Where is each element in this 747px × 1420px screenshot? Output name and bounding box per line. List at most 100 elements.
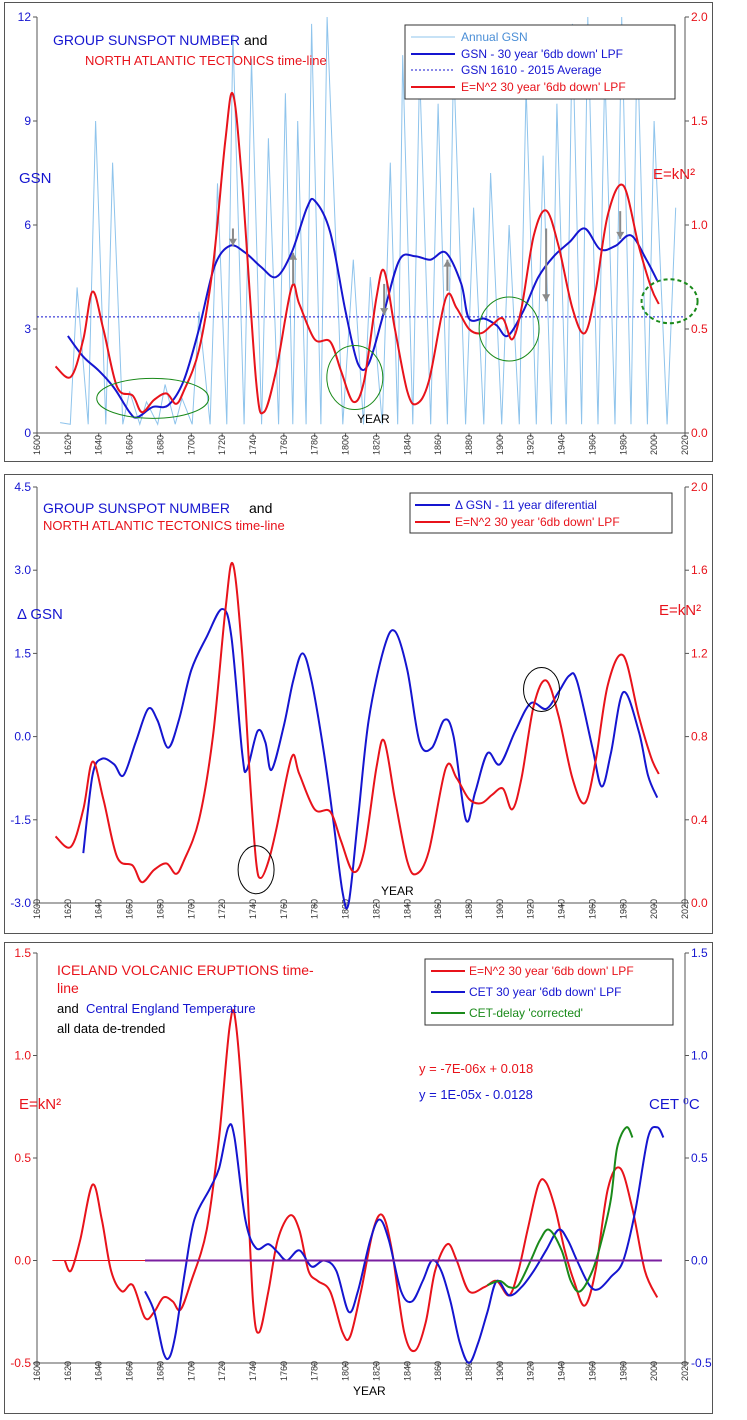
chart3-title-line2: Central England Temperature (86, 1001, 256, 1016)
chart2-title-line1: GROUP SUNSPOT NUMBER (43, 500, 230, 516)
chart3-x-tick-label: 1720 (217, 1361, 227, 1381)
chart1-x-tick-label: 1660 (125, 435, 135, 455)
chart3-x-tick-label: 1840 (402, 1361, 412, 1381)
chart2-x-tick-label: 1740 (248, 899, 258, 919)
chart3-y-tick-label-right: 0.5 (691, 1151, 708, 1165)
chart2-x-tick-label: 1840 (402, 899, 412, 919)
chart1-x-tick-label: 2020 (680, 435, 690, 455)
chart1-highlight-ellipse (326, 345, 384, 411)
chart3-ylabel-left: E=kN² (19, 1096, 61, 1113)
chart2-x-tick-label: 1600 (32, 899, 42, 919)
chart3-y-tick-label-left: 0.0 (14, 1254, 31, 1268)
chart1-arrow-head (542, 294, 551, 302)
chart2-title-and: and (249, 500, 272, 516)
chart1-x-tick-label: 1700 (186, 435, 196, 455)
chart1-highlight-ellipse (478, 296, 540, 362)
chart3-title-line1: ICELAND VOLCANIC ERUPTIONS time- (57, 962, 314, 978)
chart2-x-tick-label: 1940 (557, 899, 567, 919)
chart2-y-tick-label-right: 1.2 (691, 646, 708, 660)
chart2-x-tick-label: 1880 (464, 899, 474, 919)
chart2-x-tick-label: 1980 (618, 899, 628, 919)
chart1-y-tick-label-left: 6 (24, 218, 31, 232)
chart3-x-tick-label: 1640 (94, 1361, 104, 1381)
chart1-x-tick-label: 1960 (587, 435, 597, 455)
chart1-x-tick-label: 1820 (371, 435, 381, 455)
chart2-y-tick-label-right: 0.0 (691, 896, 708, 910)
chart1-y-tick-label-right: 1.0 (691, 218, 708, 232)
chart1-x-tick-label: 1900 (495, 435, 505, 455)
chart1-legend-gsn-lpf: GSN - 30 year '6db down' LPF (461, 47, 623, 61)
chart2-y-tick-label-left: 4.5 (14, 480, 31, 494)
chart2-x-tick-label: 1860 (433, 899, 443, 919)
chart1-x-tick-label: 1920 (526, 435, 536, 455)
chart2-x-tick-label: 1960 (587, 899, 597, 919)
chart2-legend: Δ GSN - 11 year diferential E=N^2 30 yea… (409, 492, 673, 534)
chart-panel-gsn-tectonics: 1600 1620 1640 1660 1680 1700 1720 1740 1760 1780… (4, 2, 713, 462)
chart2-dgsn-line (82, 607, 659, 910)
chart3-y-tick-label-right: -0.5 (691, 1356, 712, 1370)
chart1-ylabel-left: GSN (19, 170, 52, 187)
chart3-cet-line (144, 1123, 665, 1365)
chart3-x-tick-label: 1780 (310, 1361, 320, 1381)
chart3-legend-cet-delay: CET-delay 'corrected' (469, 1006, 583, 1020)
chart3-y-tick-label-right: 1.0 (691, 1049, 708, 1063)
chart1-y-tick-label-right: 0.0 (691, 426, 708, 440)
chart3-x-tick-label: 1680 (155, 1361, 165, 1381)
chart2-x-tick-label: 1760 (279, 899, 289, 919)
chart1-y-tick-label-left: 3 (24, 322, 31, 336)
chart3-y-tick-label-right: 1.5 (691, 946, 708, 960)
chart1-arrow-head (380, 308, 389, 316)
chart1-highlight-ellipse (640, 278, 699, 325)
chart3-xlabel: YEAR (353, 1384, 386, 1398)
chart3-x-tick-label: 1600 (32, 1361, 42, 1381)
chart1-y-tick-label-right: 0.5 (691, 322, 708, 336)
chart1-e-line (54, 91, 660, 415)
chart2-x-tick-label: 1660 (125, 899, 135, 919)
chart2-y-tick-label-left: 0.0 (14, 730, 31, 744)
chart1-x-tick-label: 1940 (557, 435, 567, 455)
chart1-x-tick-label: 1880 (464, 435, 474, 455)
chart-panel-dgsn-tectonics: 1600 1620 1640 1660 1680 1700 1720 1740 1760 1780… (4, 474, 713, 934)
chart3-cet-delay-line (487, 1126, 634, 1293)
chart2-ylabel-right: E=kN² (659, 602, 701, 619)
chart2-y-tick-label-left: 1.5 (14, 646, 31, 660)
chart2-x-tick-label: 1620 (63, 899, 73, 919)
chart3-equation-1: y = -7E-06x + 0.018 (419, 1061, 533, 1076)
chart-gsn-tectonics: 1600 1620 1640 1660 1680 1700 1720 1740 1760 1780… (18, 10, 708, 455)
chart3-x-tick-label: 1620 (63, 1361, 73, 1381)
chart1-arrow-head (616, 231, 625, 239)
chart3-x-tick-label: 1980 (618, 1361, 628, 1381)
chart1-x-tick-label: 1600 (32, 435, 42, 455)
chart3-x-tick-label: 1660 (125, 1361, 135, 1381)
chart1-title-and: and (244, 32, 267, 48)
chart1-y-tick-label-left: 9 (24, 114, 31, 128)
chart1-legend-average: GSN 1610 - 2015 Average (461, 63, 602, 77)
chart3-x-tick-label: 1760 (279, 1361, 289, 1381)
chart3-e-line (63, 1009, 659, 1353)
chart2-x-tick-label: 1640 (94, 899, 104, 919)
chart2-y-tick-label-left: 3.0 (14, 563, 31, 577)
chart3-x-tick-label: 1920 (526, 1361, 536, 1381)
chart3-y-tick-label-left: -0.5 (10, 1356, 31, 1370)
chart1-x-tick-label: 1680 (155, 435, 165, 455)
chart3-x-tick-label: 1900 (495, 1361, 505, 1381)
chart2-x-tick-label: 1680 (155, 899, 165, 919)
chart2-y-tick-label-left: -1.5 (10, 813, 31, 827)
chart1-title-line2: NORTH ATLANTIC TECTONICS time-line (85, 53, 327, 68)
chart3-x-tick-label: 1820 (371, 1361, 381, 1381)
chart3-legend-cet: CET 30 year '6db down' LPF (469, 985, 621, 999)
chart3-note: all data de-trended (57, 1021, 165, 1036)
chart1-x-tick-label: 1780 (310, 435, 320, 455)
chart3-y-tick-label-left: 1.0 (14, 1049, 31, 1063)
chart2-x-tick-label: 1820 (371, 899, 381, 919)
chart1-xlabel: YEAR (357, 412, 390, 426)
chart2-highlight-circle (523, 666, 561, 712)
chart1-y-tick-label-left: 12 (18, 10, 32, 24)
chart1-x-tick-label: 1980 (618, 435, 628, 455)
chart2-y-tick-label-right: 1.6 (691, 563, 708, 577)
chart1-arrow-head (228, 238, 237, 246)
chart1-title-line1: GROUP SUNSPOT NUMBER (53, 32, 240, 48)
chart3-legend-e: E=N^2 30 year '6db down' LPF (469, 964, 634, 978)
chart1-arrow-head (443, 259, 452, 267)
chart2-x-tick-label: 1920 (526, 899, 536, 919)
